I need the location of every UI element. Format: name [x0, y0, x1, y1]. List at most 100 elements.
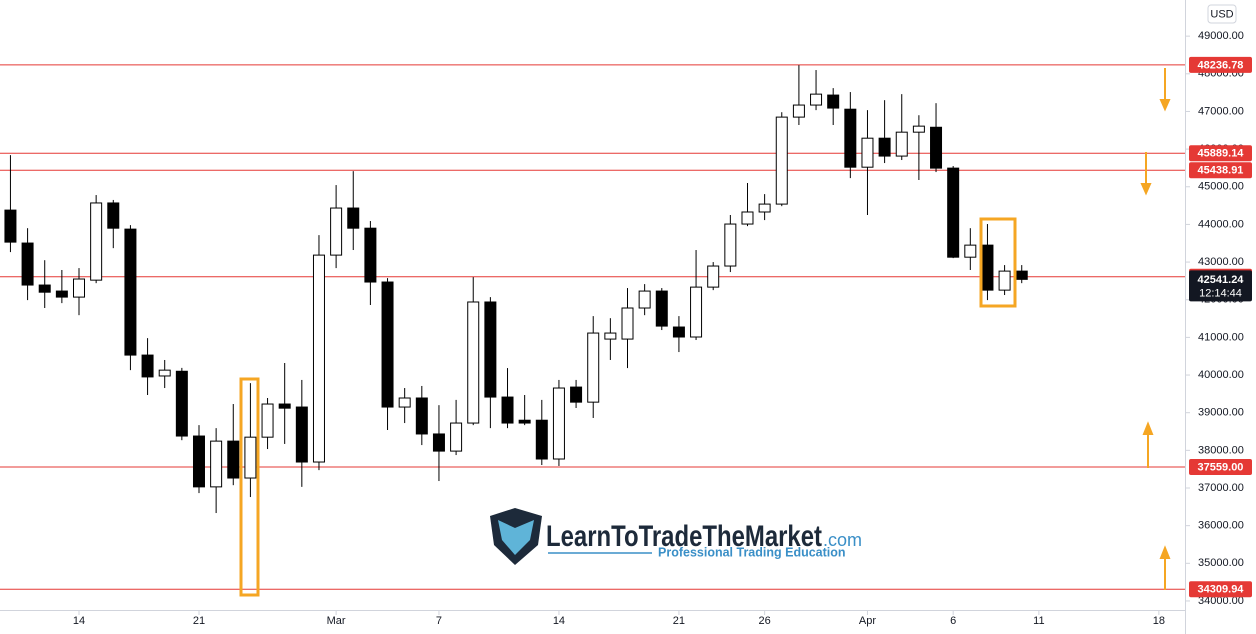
- candle-body: [570, 386, 583, 403]
- brand: LearnToTradeTheMarket: [546, 520, 822, 553]
- candle-body: [124, 228, 137, 356]
- y-tick-label: 35000.00: [1198, 557, 1244, 569]
- candle-body: [930, 126, 943, 169]
- y-tick-label: 47000.00: [1198, 105, 1244, 117]
- candle-body: [192, 435, 205, 488]
- y-tick-label: 40000.00: [1198, 369, 1244, 381]
- candle-body: [244, 436, 257, 479]
- candle-body: [878, 137, 891, 157]
- candle-body: [964, 244, 977, 258]
- y-tick-label: 45000.00: [1198, 181, 1244, 193]
- last-price: 42541.24: [1198, 274, 1245, 286]
- candle-body: [158, 369, 171, 377]
- candle-body: [810, 93, 823, 106]
- countdown: 12:14:44: [1199, 287, 1242, 299]
- y-tick-label: 36000.00: [1198, 520, 1244, 532]
- arrow-head: [1159, 99, 1171, 112]
- candle-body: [861, 137, 874, 168]
- level-label-box: [1189, 581, 1252, 598]
- candle-body: [73, 278, 86, 298]
- y-tick-label: 43000.00: [1198, 256, 1244, 268]
- level-label: 37559.00: [1198, 461, 1244, 473]
- candle-body: [998, 270, 1011, 291]
- x-tick-label: 14: [73, 615, 85, 627]
- level-label-box: [1189, 162, 1252, 179]
- x-tick-label: 21: [673, 615, 685, 627]
- candle-body: [895, 131, 908, 157]
- candle-body: [38, 284, 51, 293]
- candle-body: [981, 244, 994, 291]
- candle-body: [552, 387, 565, 460]
- candle-body: [415, 397, 428, 435]
- levels: [0, 64, 1185, 590]
- candle-body: [707, 265, 720, 288]
- level-label-box: [1189, 56, 1252, 73]
- logo-bull: [498, 520, 534, 555]
- y-tick-label: 38000.00: [1198, 444, 1244, 456]
- currency-box: [1207, 4, 1237, 24]
- x-tick-label: Apr: [859, 615, 876, 627]
- candle-body: [484, 301, 497, 398]
- x-tick-label: 14: [553, 615, 565, 627]
- candle-body: [638, 290, 651, 309]
- candle-body: [947, 167, 960, 258]
- candle-body: [724, 223, 737, 267]
- x-tick-label: 26: [759, 615, 771, 627]
- y-tick-label: 41000.00: [1198, 331, 1244, 343]
- candle-body: [107, 202, 120, 229]
- candle-body: [364, 227, 377, 283]
- level-label-box: [1189, 145, 1252, 162]
- candle-body: [741, 211, 754, 225]
- currency: USD: [1210, 8, 1233, 20]
- brand-domain: .com: [823, 530, 862, 550]
- candle-body: [141, 354, 154, 378]
- last-price-box: [1189, 270, 1252, 302]
- candle-body: [90, 202, 103, 281]
- y-tick-label: 49000.00: [1198, 30, 1244, 42]
- x-tick-label: 21: [193, 615, 205, 627]
- candle-body: [312, 254, 325, 463]
- candle-body: [518, 419, 531, 424]
- y-tick-label: 44000.00: [1198, 218, 1244, 230]
- x-tick-label: 7: [436, 615, 442, 627]
- candle-body: [690, 286, 703, 338]
- candle-body: [55, 290, 68, 298]
- y-tick-label: 34000.00: [1198, 595, 1244, 607]
- watermark: LearnToTradeTheMarket .com Professional …: [490, 508, 862, 565]
- candle-body: [912, 125, 925, 133]
- candle-body: [604, 332, 617, 340]
- annotations: [239, 217, 1017, 597]
- tagline: Professional Trading Education: [658, 545, 846, 559]
- arrow-head: [1140, 183, 1152, 196]
- candle-body: [4, 209, 17, 243]
- candle-body: [501, 396, 514, 424]
- x-tick-label: 18: [1153, 615, 1165, 627]
- candle-body: [775, 116, 788, 205]
- candle-body: [295, 406, 308, 463]
- candle-body: [330, 207, 343, 256]
- y-tick-label: 39000.00: [1198, 407, 1244, 419]
- price-labels: 48236.7845889.1445438.9142608.8737559.00…: [1189, 56, 1252, 598]
- candle-body: [672, 326, 685, 338]
- level-label: 34309.94: [1198, 584, 1245, 596]
- candle-body: [261, 403, 274, 438]
- candle-body: [278, 403, 291, 409]
- candle-body: [175, 370, 188, 437]
- arrows: [1140, 68, 1171, 590]
- highlight-box: [239, 377, 260, 597]
- candle-body: [467, 301, 480, 424]
- candle-body: [587, 332, 600, 403]
- candle-body: [381, 281, 394, 408]
- x-tick-label: Mar: [327, 615, 346, 627]
- x-tick-label: 11: [1033, 615, 1044, 627]
- candle-body: [227, 440, 240, 479]
- candle-body: [535, 419, 548, 460]
- level-label: 45889.14: [1198, 148, 1245, 160]
- level-label: 48236.78: [1198, 59, 1244, 71]
- candle-body: [621, 307, 634, 340]
- candle-body: [432, 433, 445, 452]
- candle-body: [210, 440, 223, 488]
- x-tick-label: 6: [950, 615, 956, 627]
